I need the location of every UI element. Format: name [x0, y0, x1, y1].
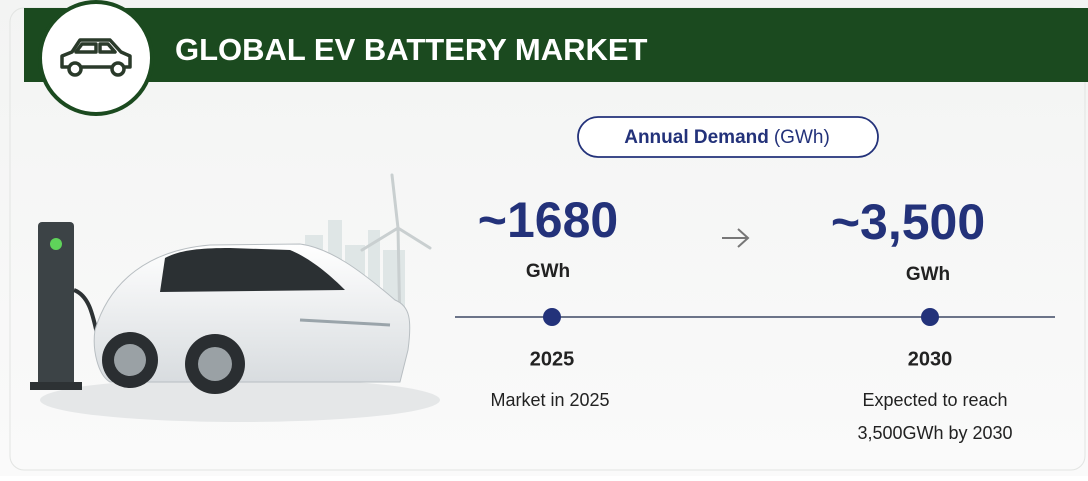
- badge-unit: (GWh): [774, 127, 830, 148]
- year: 2025: [530, 348, 575, 370]
- value: ~3,500: [831, 194, 985, 250]
- value: ~1680: [478, 192, 618, 248]
- timeline-dot: [921, 308, 939, 326]
- title: GLOBAL EV BATTERY MARKET: [175, 32, 648, 67]
- timeline-dot: [543, 308, 561, 326]
- page: GLOBAL EV BATTERY MARKET Annual Demand(G…: [0, 0, 1088, 476]
- year: 2030: [908, 348, 953, 370]
- badge-text: Annual Demand(GWh): [624, 127, 830, 148]
- caption: 3,500GWh by 2030: [857, 423, 1012, 443]
- unit: GWh: [526, 261, 570, 282]
- infographic: GLOBAL EV BATTERY MARKET Annual Demand(G…: [0, 0, 1088, 476]
- badge-label: Annual Demand: [624, 127, 769, 148]
- caption: Market in 2025: [490, 390, 609, 410]
- header-icon-circle: [40, 2, 152, 114]
- unit: GWh: [906, 264, 950, 285]
- caption: Expected to reach: [862, 390, 1007, 410]
